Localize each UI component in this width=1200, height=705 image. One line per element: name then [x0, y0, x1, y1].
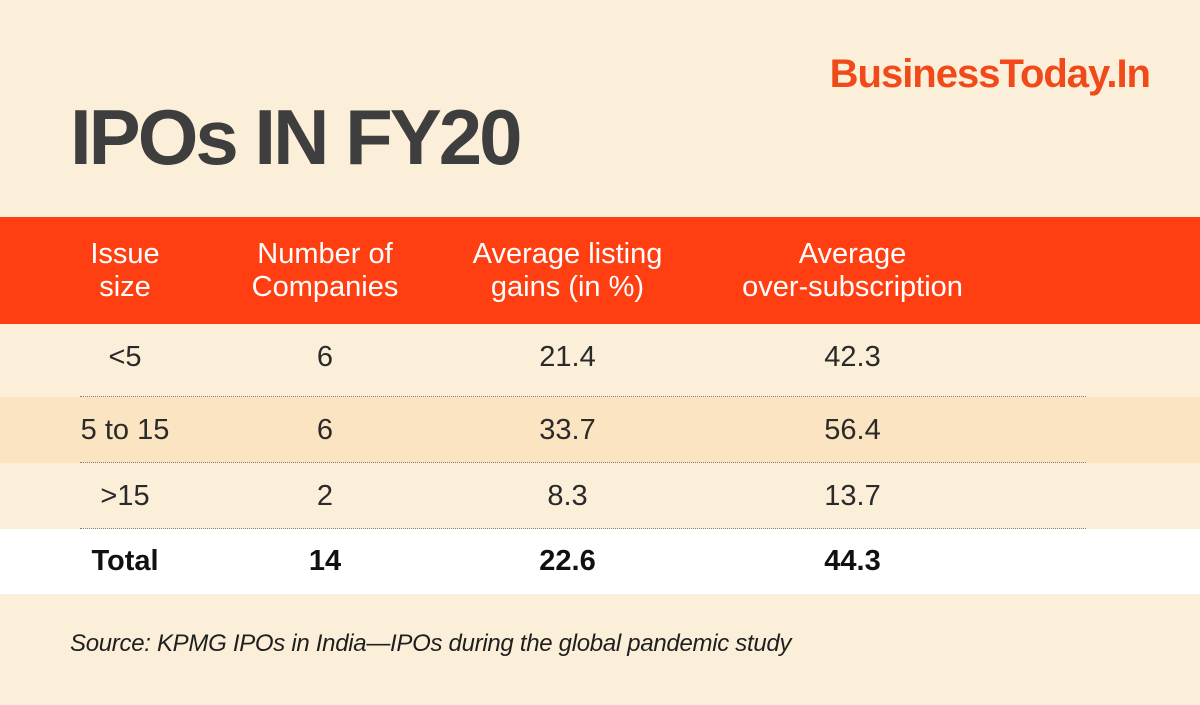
column-header-issue-size: Issue size: [90, 237, 160, 303]
total-cell: 22.6: [539, 545, 596, 577]
column-header-average-listing-gains: Average listing gains (in %): [472, 237, 663, 303]
chart-title: IPOs IN FY20: [70, 93, 523, 181]
table-cell: 6: [316, 340, 334, 373]
source-note: Source: KPMG IPOs in India—IPOs during t…: [70, 630, 792, 657]
column-header-average-over-subscription: Average over-subscription: [742, 237, 963, 303]
total-label: Total: [91, 545, 159, 577]
table-header: Issue size Number of Companies Average l…: [0, 217, 1200, 324]
table-row: 5 to 15 6 33.7 56.4: [0, 397, 1200, 463]
table-row: <5 6 21.4 42.3: [0, 324, 1200, 390]
table-cell: 2: [316, 479, 334, 512]
row-divider: [80, 528, 1086, 529]
table-cell: 42.3: [824, 340, 881, 373]
table-cell: 21.4: [539, 340, 596, 373]
table-row-total: Total 14 22.6 44.3: [0, 529, 1200, 594]
row-divider: [80, 462, 1086, 463]
table-row: >15 2 8.3 13.7: [0, 463, 1200, 529]
total-cell: 14: [308, 545, 342, 577]
column-header-number-of-companies: Number of Companies: [251, 237, 399, 303]
table-cell: 56.4: [824, 413, 881, 446]
table-cell: 13.7: [824, 479, 881, 512]
table-cell: 6: [316, 413, 334, 446]
table-cell: 8.3: [547, 479, 588, 512]
table-cell: >15: [100, 479, 150, 512]
table-cell: 33.7: [539, 413, 596, 446]
brand-logo: BusinessToday.In: [829, 52, 1151, 96]
total-cell: 44.3: [824, 545, 881, 577]
table-cell: 5 to 15: [80, 413, 170, 446]
row-divider: [80, 396, 1086, 397]
table-cell: <5: [108, 340, 142, 373]
